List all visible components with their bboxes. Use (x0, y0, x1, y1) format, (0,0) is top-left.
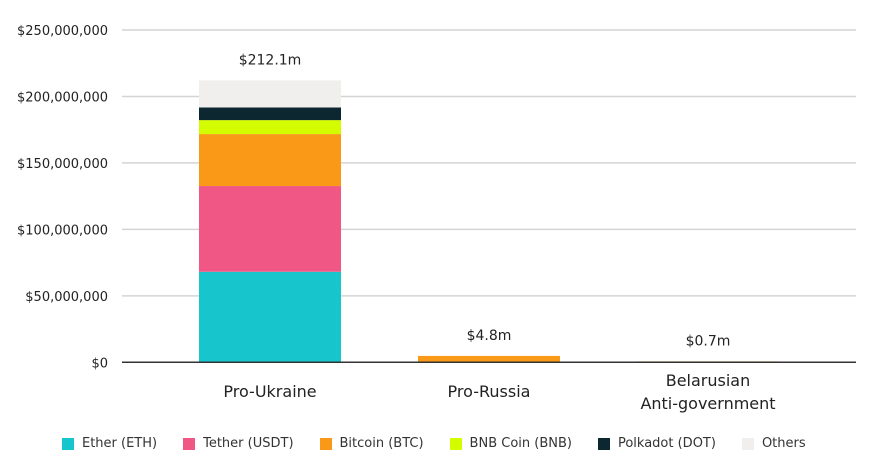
y-tick-label: $50,000,000 (25, 290, 108, 305)
y-tick-label: $100,000,000 (17, 223, 108, 238)
legend-swatch (449, 437, 462, 450)
x-category-label: Belarusian (666, 371, 751, 390)
legend-item: Polkadot (DOT) (597, 436, 716, 451)
legend-swatch (597, 437, 610, 450)
x-category-label: Pro-Ukraine (223, 382, 316, 401)
y-tick-label: $150,000,000 (17, 157, 108, 172)
legend-label: Polkadot (DOT) (617, 436, 716, 451)
bar-segment-tether-usdt- (199, 186, 341, 272)
legend: Ether (ETH) Tether (USDT) Bitcoin (BTC) BNB… (62, 436, 832, 451)
legend-label: BNB Coin (BNB) (469, 436, 572, 451)
legend-swatch (62, 437, 74, 450)
legend-swatch (741, 437, 754, 450)
x-category-label: Pro-Russia (448, 382, 531, 401)
bar-segment-bitcoin-btc- (418, 355, 560, 363)
legend-item: Others (741, 436, 806, 451)
legend-item: Bitcoin (BTC) (319, 436, 424, 451)
legend-label: Tether (USDT) (203, 436, 294, 451)
legend-label: Others (761, 436, 806, 451)
total-label: $4.8m (467, 328, 512, 344)
bar-segment-polkadot-dot- (199, 107, 341, 121)
total-label: $0.7m (686, 333, 731, 349)
legend-swatch (319, 437, 332, 450)
bar-segment-bnb-coin-bnb- (199, 120, 341, 135)
y-tick-label: $250,000,000 (17, 24, 108, 39)
total-label: $212.1m (239, 52, 302, 68)
x-category-label: Anti-government (640, 394, 775, 413)
y-tick-label: $200,000,000 (17, 90, 108, 105)
bar-segment-ether-eth- (199, 271, 341, 363)
y-tick-label: $0 (91, 356, 108, 371)
legend-item: BNB Coin (BNB) (449, 436, 572, 451)
bar-segment-bitcoin-btc- (199, 134, 341, 187)
legend-item: Ether (ETH) (62, 436, 157, 451)
legend-item: Tether (USDT) (183, 436, 294, 451)
stacked-bar-chart: $0 $50,000,000 $100,000,000 $150,000,000 $20… (17, 24, 856, 413)
legend-label: Bitcoin (BTC) (339, 436, 424, 451)
bar-segment-others (199, 80, 341, 108)
legend-label: Ether (ETH) (82, 436, 158, 451)
legend-swatch (183, 437, 196, 450)
